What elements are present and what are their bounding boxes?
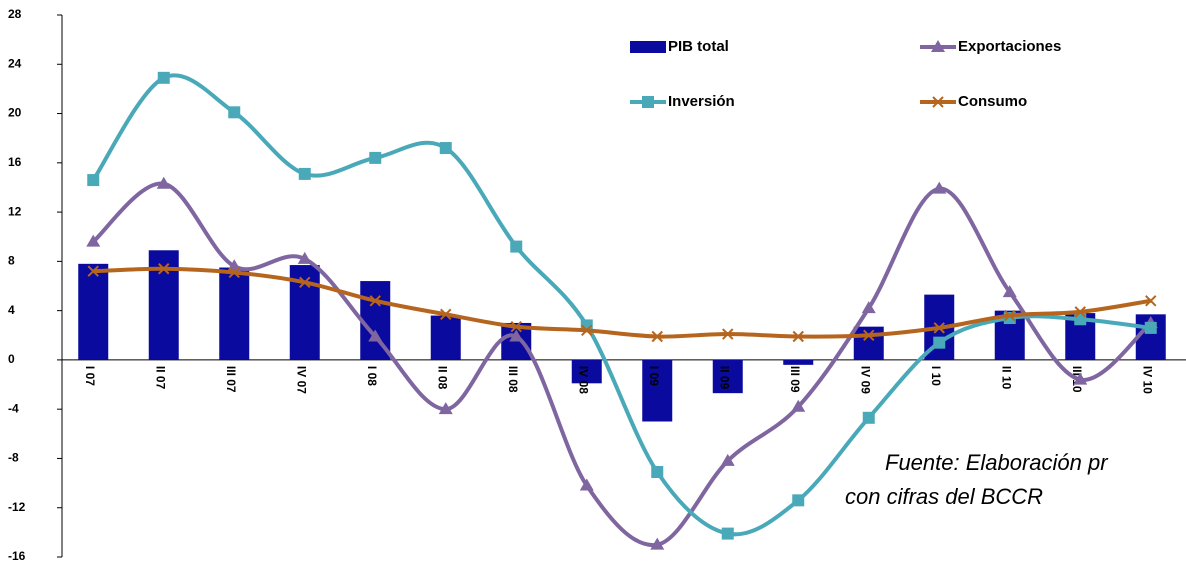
point-marker [863,329,875,341]
point-marker [438,402,453,415]
point-marker [1074,306,1086,318]
point-marker [299,276,311,289]
x-tick-label: I 07 [83,366,97,386]
point-marker [861,301,876,314]
y-tick-label: 16 [8,155,22,169]
point-marker [509,329,524,342]
x-tick-label: I 08 [365,366,379,386]
annotation: Fuente: Elaboración pr [885,450,1109,475]
line [93,266,1152,339]
point-marker [932,181,947,194]
point-marker [87,265,99,277]
point-marker [792,494,805,507]
x-tick-label: II 10 [1000,366,1014,390]
x-tick-label: III 07 [224,366,238,393]
point-marker [933,336,946,349]
y-tick-label: -4 [8,401,19,415]
y-tick-label: 0 [8,352,15,366]
x-tick-label: II 09 [718,366,732,390]
x-tick-label: IV 09 [859,366,873,394]
y-tick-label: 4 [8,303,15,317]
point-marker [581,324,593,337]
point-marker [651,330,663,343]
x-tick-label: IV 08 [577,366,591,394]
point-marker [440,308,452,321]
point-marker [87,174,100,187]
y-tick-label: 28 [8,7,22,21]
point-marker [510,240,523,253]
bar [642,359,673,422]
point-marker [651,466,664,479]
x-tick-label: II 08 [436,366,450,390]
bar [783,359,814,365]
point-marker [933,322,945,334]
y-tick-label: 12 [8,204,22,218]
x-tick-label: II 07 [154,366,168,390]
point-marker [369,151,382,164]
legend-label: Exportaciones [958,38,1061,55]
bar [853,326,884,360]
point-marker [720,453,735,466]
y-tick-label: -8 [8,451,19,465]
point-marker [1144,321,1157,334]
bar [430,315,461,360]
x-tick-label: III 08 [506,366,520,393]
legend-marker [642,96,654,108]
x-tick-label: I 09 [647,366,661,386]
point-marker [157,71,170,84]
point-marker [228,266,240,279]
point-marker [721,527,734,540]
bar [571,359,602,384]
point-marker [862,411,875,424]
legend-swatch [630,41,666,53]
point-marker [1073,372,1088,385]
y-tick-label: -16 [8,549,26,562]
legend-marker [932,96,944,108]
bar [219,267,250,360]
point-marker [158,263,170,275]
y-tick-label: -12 [8,500,26,514]
point-marker [1004,309,1016,322]
legend-label: Inversión [668,93,735,110]
point-marker [228,106,241,119]
line [91,181,1153,548]
point-marker [510,320,522,333]
legend-label: Consumo [958,93,1027,110]
point-marker [297,251,312,264]
point-marker [650,537,665,550]
y-tick-label: 8 [8,254,15,268]
point-marker [1145,295,1157,307]
legend-label: PIB total [668,38,729,55]
x-tick-label: IV 07 [295,366,309,394]
point-marker [1002,285,1017,298]
point-marker [156,176,171,189]
point-marker [439,142,452,155]
bar [712,359,743,394]
annotation: con cifras del BCCR [845,484,1043,509]
point-marker [86,234,101,247]
bar [78,263,109,360]
x-tick-label: III 09 [788,366,802,393]
point-marker [792,330,804,343]
x-tick-label: IV 10 [1141,366,1155,394]
legend-marker [931,40,945,52]
point-marker [369,295,381,307]
x-tick-label: I 10 [929,366,943,386]
point-marker [368,329,383,342]
point-marker [298,167,311,180]
line [91,73,1151,537]
point-marker [579,478,594,491]
y-tick-label: 24 [8,56,22,70]
bar [148,250,179,360]
y-tick-label: 20 [8,106,22,120]
point-marker [722,328,734,340]
point-marker [791,399,806,412]
